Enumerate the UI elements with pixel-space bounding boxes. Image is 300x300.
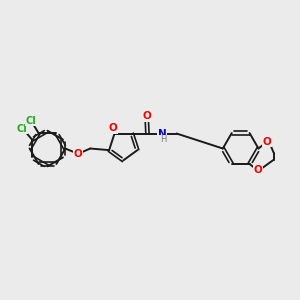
Text: O: O (262, 137, 271, 147)
Text: O: O (254, 166, 262, 176)
Text: Cl: Cl (17, 124, 28, 134)
Text: N: N (158, 128, 167, 139)
Text: H: H (160, 135, 166, 144)
Text: O: O (74, 149, 82, 159)
Text: Cl: Cl (26, 116, 37, 126)
Text: O: O (142, 111, 151, 121)
Text: O: O (109, 123, 117, 133)
